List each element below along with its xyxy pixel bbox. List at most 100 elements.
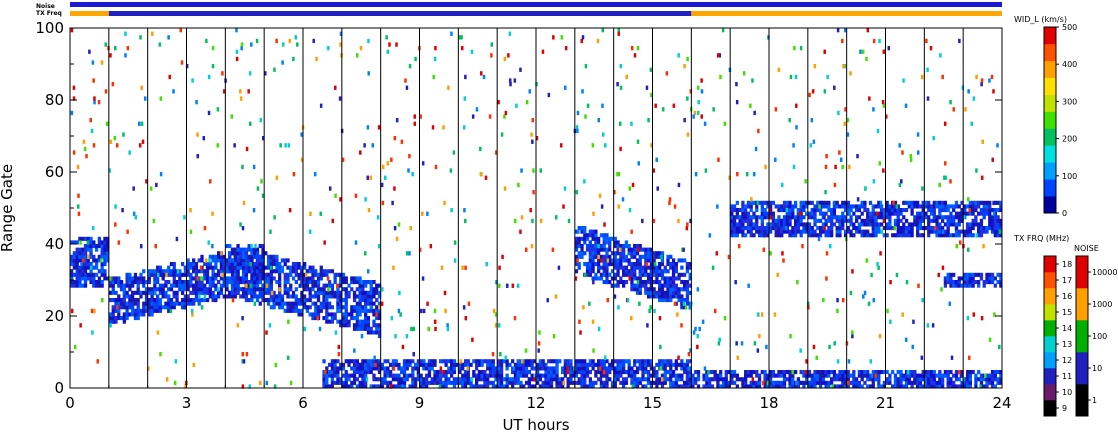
echo-cell — [355, 301, 359, 306]
echo-cell — [680, 366, 684, 371]
echo-cell — [957, 384, 961, 389]
echo-cell — [585, 370, 590, 375]
echo-cell — [314, 301, 318, 306]
echo-cell — [727, 380, 731, 385]
echo-cell — [929, 373, 934, 378]
echo-cell — [352, 377, 357, 382]
echo-cell — [885, 215, 889, 220]
echo-cell — [921, 370, 925, 375]
echo-cell — [896, 233, 900, 238]
echo-cell — [289, 265, 293, 270]
echo-scatter — [753, 341, 757, 346]
echo-cell — [985, 204, 989, 209]
echo-cell — [108, 283, 113, 288]
echo-scatter — [823, 49, 826, 54]
echo-cell — [760, 208, 764, 213]
colorbar-swatch — [1044, 111, 1056, 129]
echo-cell — [990, 280, 995, 285]
echo-cell — [921, 377, 925, 382]
echo-cell — [952, 222, 956, 227]
echo-cell — [616, 283, 620, 288]
echo-scatter — [288, 38, 292, 44]
echo-cell — [364, 370, 368, 375]
echo-cell — [86, 258, 90, 263]
echo-scatter — [893, 226, 896, 231]
echo-scatter — [792, 143, 795, 148]
echo-cell — [344, 319, 348, 324]
echo-cell — [685, 269, 690, 274]
echo-scatter — [336, 283, 339, 288]
echo-cell — [674, 301, 678, 306]
echo-cell — [197, 290, 201, 295]
echo-cell — [97, 236, 102, 241]
echo-cell — [278, 290, 282, 295]
echo-cell — [444, 384, 448, 389]
echo-cell — [236, 258, 240, 263]
echo-scatter — [647, 118, 650, 123]
echo-cell — [214, 265, 218, 270]
echo-cell — [952, 204, 956, 209]
echo-cell — [946, 233, 950, 238]
echo-scatter — [207, 74, 211, 80]
echo-cell — [916, 222, 920, 227]
echo-cell — [669, 283, 673, 288]
echo-scatter — [261, 193, 265, 198]
echo-cell — [649, 269, 653, 274]
echo-scatter — [525, 247, 528, 252]
echo-scatter — [442, 125, 445, 130]
echo-cell — [97, 280, 102, 285]
echo-cell — [990, 384, 995, 389]
echo-cell — [100, 244, 104, 249]
echo-cell — [791, 373, 795, 378]
echo-cell — [308, 294, 312, 299]
echo-cell — [655, 373, 659, 378]
echo-scatter — [434, 46, 437, 51]
echo-cell — [516, 377, 520, 382]
echo-cell — [658, 380, 662, 385]
echo-cell — [70, 240, 74, 245]
echo-cell — [838, 204, 842, 209]
y-tick-label: 40 — [45, 235, 64, 253]
echo-cell — [854, 226, 859, 231]
echo-cell — [974, 208, 978, 213]
echo-cell — [186, 283, 190, 288]
echo-cell — [791, 377, 795, 382]
echo-cell — [924, 204, 928, 209]
echo-scatter — [598, 193, 602, 198]
echo-scatter — [689, 89, 693, 94]
echo-cell — [192, 290, 196, 295]
echo-cell — [597, 258, 601, 263]
echo-cell — [208, 262, 212, 267]
echo-cell — [621, 244, 626, 249]
echo-cell — [411, 380, 415, 385]
echo-cell — [943, 276, 948, 281]
echo-cell — [769, 377, 773, 382]
echo-cell — [341, 323, 346, 328]
echo-cell — [322, 294, 326, 299]
echo-scatter — [567, 218, 571, 224]
echo-cell — [968, 280, 972, 285]
echo-cell — [527, 380, 531, 385]
echo-cell — [375, 330, 379, 335]
echo-cell — [333, 373, 337, 378]
echo-cell — [258, 265, 262, 270]
echo-cell — [247, 298, 251, 303]
echo-cell — [602, 280, 606, 285]
echo-cell — [960, 211, 964, 216]
echo-cell — [788, 218, 792, 223]
echo-cell — [217, 258, 221, 263]
echo-cell — [940, 208, 945, 213]
echo-cell — [591, 236, 595, 241]
echo-scatter — [191, 78, 194, 83]
echo-cell — [305, 283, 310, 288]
echo-scatter — [421, 276, 425, 281]
echo-scatter — [339, 42, 342, 47]
echo-cell — [624, 244, 629, 249]
echo-scatter — [169, 308, 173, 314]
echo-cell — [597, 236, 601, 241]
echo-scatter — [766, 380, 770, 386]
echo-cell — [142, 283, 146, 288]
echo-cell — [527, 377, 531, 382]
echo-scatter — [712, 107, 715, 112]
echo-cell — [824, 384, 828, 389]
